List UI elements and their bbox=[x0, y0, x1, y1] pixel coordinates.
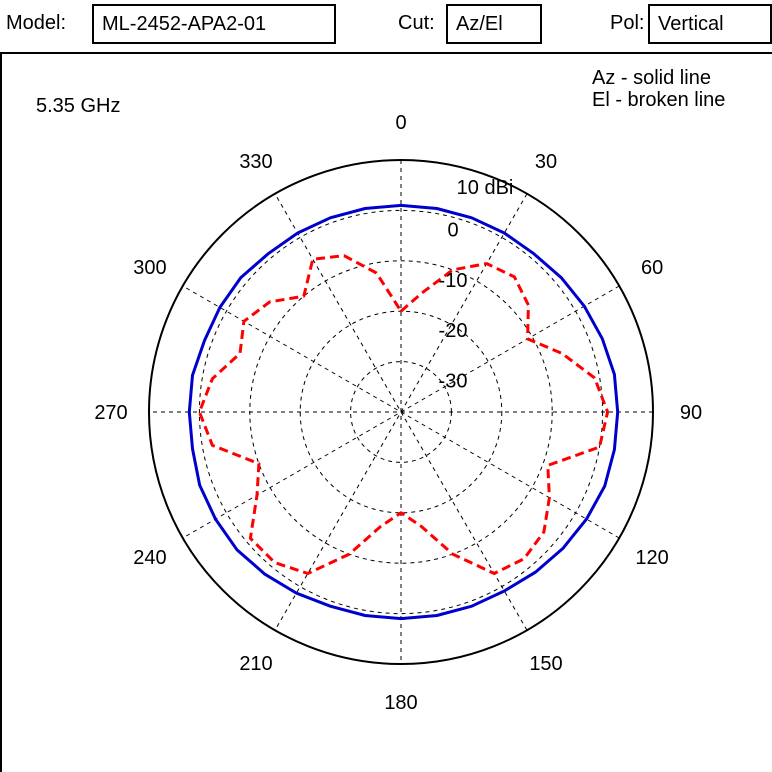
series-el bbox=[197, 254, 610, 575]
legend-az: Az - solid line bbox=[592, 67, 711, 89]
radial-tick-label: -10 bbox=[439, 270, 468, 292]
axis-labels: 0 30 60 90 120 150 180 210 240 270 300 330 10 dBi 0 -1… bbox=[94, 112, 702, 714]
angle-tick-label: 300 bbox=[133, 257, 166, 279]
angle-tick-label: 270 bbox=[94, 402, 127, 424]
chart-header: Model: ML-2452-APA2-01 Cut: Az/El Pol: V… bbox=[0, 0, 772, 48]
angle-tick-label: 150 bbox=[529, 653, 562, 675]
angle-tick-label: 210 bbox=[239, 653, 272, 675]
grid-spoke bbox=[274, 193, 528, 631]
series-group bbox=[187, 203, 620, 621]
pol-field: Vertical bbox=[648, 4, 772, 44]
model-label: Model: bbox=[6, 12, 67, 34]
polar-chart: 5.35 GHz Az - solid line El - broken lin… bbox=[36, 67, 725, 714]
polar-grid bbox=[148, 159, 654, 665]
angle-tick-label: 0 bbox=[395, 112, 406, 134]
model-field: ML-2452-APA2-01 bbox=[92, 4, 336, 44]
radial-tick-label: 0 bbox=[447, 219, 458, 241]
angle-tick-label: 90 bbox=[680, 402, 702, 424]
series-az bbox=[187, 203, 620, 621]
angle-tick-label: 60 bbox=[641, 257, 663, 279]
radial-tick-label: 10 dBi bbox=[457, 177, 514, 199]
legend-el: El - broken line bbox=[592, 89, 725, 111]
angle-tick-label: 120 bbox=[635, 547, 668, 569]
cut-label: Cut: bbox=[398, 12, 435, 34]
radial-tick-label: -20 bbox=[439, 320, 468, 342]
cut-field: Az/El bbox=[446, 4, 542, 44]
angle-tick-label: 180 bbox=[384, 692, 417, 714]
frequency-label: 5.35 GHz bbox=[36, 95, 120, 117]
angle-tick-label: 330 bbox=[239, 151, 272, 173]
radial-tick-label: -30 bbox=[439, 371, 468, 393]
angle-tick-label: 240 bbox=[133, 547, 166, 569]
pol-label: Pol: bbox=[610, 12, 645, 34]
angle-tick-label: 30 bbox=[535, 151, 557, 173]
plot-frame: 5.35 GHz Az - solid line El - broken lin… bbox=[0, 52, 772, 772]
